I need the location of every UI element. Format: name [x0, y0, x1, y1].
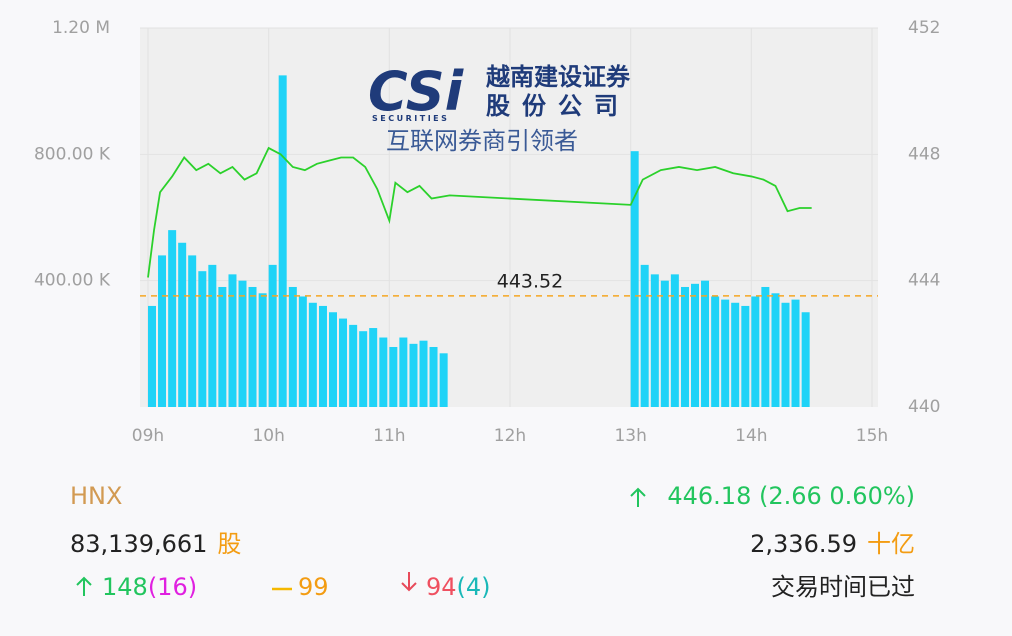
reference-label: 443.52: [497, 270, 563, 292]
volume-bar: [670, 274, 679, 407]
volume-bar: [781, 302, 790, 407]
volume-bar: [379, 337, 388, 407]
volume-bar: [650, 274, 659, 407]
advancers: 148(16): [102, 573, 197, 601]
y-tick-label: 800.00 K: [34, 144, 111, 164]
y-tick-label: 400.00 K: [34, 271, 111, 291]
volume-bar: [188, 255, 197, 407]
value-amount: 2,336.59: [750, 530, 857, 558]
volume-bar: [701, 280, 710, 407]
volume-bar: [660, 280, 669, 407]
volume-bar: [761, 286, 770, 407]
y2-tick-label: 440: [908, 397, 940, 417]
x-tick-label: 12h: [494, 426, 526, 446]
volume-bar: [771, 293, 780, 407]
volume-bar: [731, 302, 740, 407]
volume-unit: 股: [217, 530, 241, 558]
up-count: 148: [102, 573, 148, 601]
volume-bar: [721, 299, 730, 407]
x-tick-label: 09h: [132, 426, 164, 446]
flat-count: 99: [298, 573, 329, 601]
x-tick-label: 13h: [614, 426, 646, 446]
volume-bar: [691, 283, 699, 407]
y-tick-label: 1.20 M: [52, 18, 110, 38]
volume-bar: [238, 280, 247, 407]
volume-bar: [419, 340, 428, 407]
volume-bar: [218, 286, 227, 407]
volume-bar: [258, 293, 267, 407]
logo-tagline: SECURITIES: [372, 114, 449, 123]
volume-bar: [680, 286, 689, 407]
volume-bar: [439, 353, 448, 407]
volume-bar: [148, 305, 156, 407]
volume-bar: [801, 312, 810, 407]
logo-mark: CSi: [368, 60, 465, 123]
logo: CSi SECURITIES 越南建设证券 股份公司 互联网券商引领者: [368, 60, 631, 155]
volume-bar: [711, 296, 720, 407]
y2-tick-label: 448: [908, 144, 940, 164]
logo-name: 股份公司: [486, 92, 630, 120]
volume-bar: [399, 337, 408, 407]
volume-bar: [329, 312, 337, 407]
ceiling-count: (16): [148, 573, 197, 601]
volume-bar: [248, 286, 257, 407]
trade-value: 2,336.59 十亿: [750, 530, 915, 558]
volume-bar: [369, 328, 378, 407]
volume-bar: [158, 255, 167, 407]
index-value: 446.18 (2.66 0.60%): [667, 482, 915, 510]
y2-tick-label: 452: [908, 18, 940, 38]
volume-bar: [429, 346, 438, 407]
logo-slogan: 互联网券商引领者: [386, 127, 578, 155]
volume-bar: [409, 343, 418, 407]
volume-bar: [308, 302, 317, 407]
volume-bar: [278, 75, 287, 407]
down-arrow: [401, 572, 417, 592]
volume-bar: [228, 274, 237, 407]
volume-bar: [298, 296, 307, 407]
volume-bar: [791, 299, 800, 407]
volume-bar: [339, 318, 348, 407]
volume-bar: [630, 151, 639, 407]
volume-bar: [640, 264, 649, 407]
x-tick-label: 14h: [735, 426, 767, 446]
volume-bar: [208, 264, 217, 407]
volume-bar: [178, 242, 187, 407]
down-count: 94: [426, 573, 457, 601]
value-unit: 十亿: [867, 530, 915, 558]
price-line: [147, 146, 812, 278]
logo-name: 越南建设证券: [486, 63, 631, 91]
volume-bar: [349, 324, 358, 407]
floor-count: (4): [457, 573, 491, 601]
y2-tick-label: 444: [908, 271, 940, 291]
decliners: 94(4): [426, 573, 491, 601]
volume: 83,139,661 股: [70, 530, 241, 558]
up-arrow: [630, 487, 646, 507]
up-arrow: [76, 576, 92, 596]
volume-bar: [741, 305, 750, 407]
x-tick-label: 11h: [373, 426, 405, 446]
exchange: HNX: [70, 482, 122, 510]
x-tick-label: 15h: [856, 426, 888, 446]
volume-bar: [168, 230, 177, 407]
volume-bar: [359, 331, 368, 407]
volume-bar: [389, 346, 398, 407]
x-tick-label: 10h: [252, 426, 284, 446]
volume-value: 83,139,661: [70, 530, 207, 558]
volume-bar: [268, 264, 277, 407]
volume-bar: [751, 296, 760, 407]
status: 交易时间已过: [771, 573, 915, 601]
volume-bar: [288, 286, 297, 407]
volume-bar: [318, 305, 327, 407]
volume-bar: [198, 271, 207, 407]
